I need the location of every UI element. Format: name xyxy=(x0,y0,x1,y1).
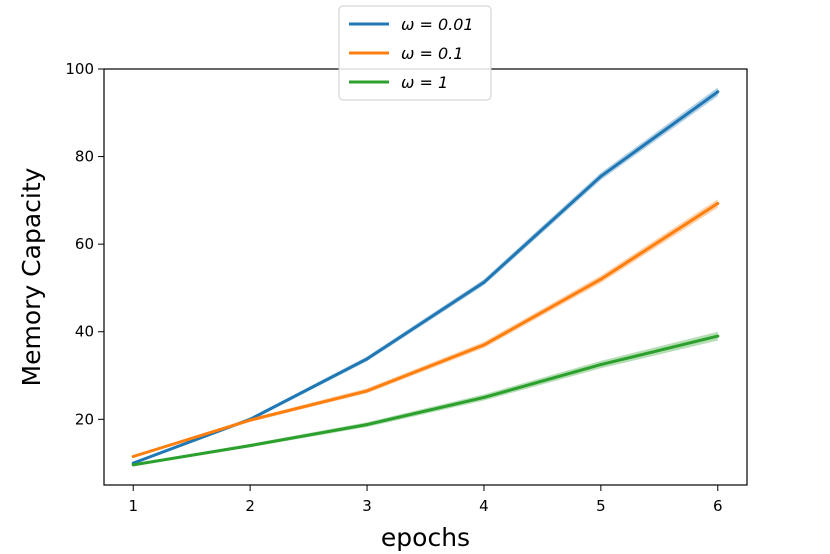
x-axis: 1 2 3 4 5 6 xyxy=(128,485,723,515)
series-layer xyxy=(131,87,720,467)
plot-frame xyxy=(103,68,748,486)
series-3-point xyxy=(716,334,720,338)
series-1-line xyxy=(132,90,719,465)
legend-label: ω = 0.1 xyxy=(401,44,463,63)
series-1-point xyxy=(599,174,603,178)
series-2-point xyxy=(599,277,603,281)
series-2-point xyxy=(131,455,135,458)
series-3-point xyxy=(599,363,603,367)
series-2-band xyxy=(133,199,718,458)
series-2-point xyxy=(716,201,720,205)
series-2-point xyxy=(482,343,486,347)
series-3-point xyxy=(365,423,369,427)
y-tick-label: 100 xyxy=(65,60,94,78)
y-tick-label: 20 xyxy=(75,410,94,428)
series-2 xyxy=(131,199,720,458)
x-tick-label: 2 xyxy=(245,497,255,515)
series-2-line xyxy=(132,202,719,458)
x-tick-label: 6 xyxy=(713,497,723,515)
series-3 xyxy=(131,331,720,467)
x-tick-label: 3 xyxy=(362,497,372,515)
series-3-line xyxy=(132,334,719,467)
series-3-point xyxy=(482,395,486,399)
y-tick-label: 60 xyxy=(75,235,94,253)
x-axis-title: epochs xyxy=(381,523,470,552)
series-1-point xyxy=(482,280,486,284)
series-3-band xyxy=(133,331,718,466)
y-axis-title: Memory Capacity xyxy=(17,167,46,386)
x-tick-label: 5 xyxy=(596,497,606,515)
legend-label: ω = 1 xyxy=(401,73,448,92)
series-1-point xyxy=(716,90,720,94)
legend: ω = 0.01 ω = 0.1 ω = 1 xyxy=(338,5,492,101)
series-1-point xyxy=(365,357,369,361)
series-1 xyxy=(131,87,720,465)
legend-label: ω = 0.01 xyxy=(401,15,474,34)
series-3-point xyxy=(131,463,135,467)
y-tick-label: 80 xyxy=(75,148,94,166)
legend-box xyxy=(338,5,492,101)
series-1-band xyxy=(133,87,718,465)
x-tick-label: 4 xyxy=(479,497,489,515)
y-tick-label: 40 xyxy=(75,323,94,341)
series-2-point xyxy=(248,418,252,422)
series-3-point xyxy=(248,444,252,448)
y-axis: 20 40 60 80 100 xyxy=(65,60,104,428)
series-2-point xyxy=(365,389,369,393)
x-tick-label: 1 xyxy=(128,497,138,515)
